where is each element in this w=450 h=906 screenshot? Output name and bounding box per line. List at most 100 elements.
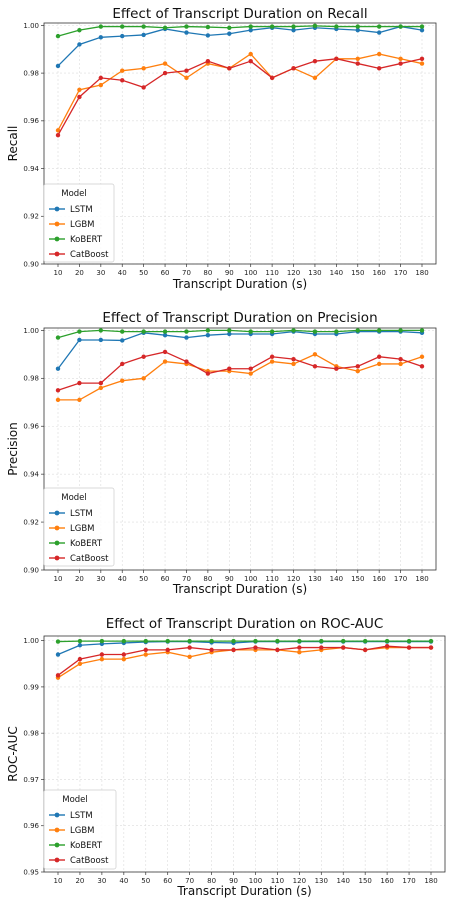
data-point: [165, 647, 170, 653]
legend-swatch-marker: [54, 206, 60, 212]
y-tick-label: 0.94: [23, 471, 39, 479]
data-point: [187, 645, 192, 650]
data-point: [248, 24, 253, 29]
data-point: [162, 349, 168, 355]
data-point: [55, 366, 61, 371]
legend-entry: LSTM: [70, 811, 93, 821]
data-point: [248, 366, 253, 371]
data-point: [227, 328, 232, 333]
data-point: [406, 645, 412, 650]
data-point: [419, 354, 425, 359]
legend: Model LSTM LGBM KoBERT CatBoost: [43, 183, 115, 263]
x-axis-label: Transcript Duration (s): [176, 884, 311, 898]
y-tick-label: 0.96: [23, 117, 39, 125]
y-tick-label: 1.00: [23, 637, 39, 645]
data-point: [291, 361, 296, 367]
data-point: [355, 56, 360, 61]
data-point: [253, 645, 258, 650]
data-point: [141, 354, 146, 359]
data-point: [184, 75, 189, 81]
data-point: [77, 94, 82, 100]
x-tick-label: 20: [75, 269, 84, 277]
legend-entry: LGBM: [70, 220, 95, 230]
data-point: [355, 61, 360, 66]
y-tick-label: 0.96: [23, 423, 39, 431]
data-point: [162, 329, 168, 334]
series-line: [57, 25, 422, 37]
x-tick-label: 40: [118, 575, 127, 583]
data-point: [165, 638, 170, 644]
series-line: [57, 645, 431, 676]
data-point: [141, 376, 146, 381]
data-point: [398, 61, 403, 66]
y-axis-label: Recall: [6, 126, 20, 162]
data-point: [362, 647, 368, 653]
x-tick-label: 90: [225, 575, 234, 583]
data-point: [205, 328, 211, 333]
data-point: [184, 359, 189, 364]
x-tick-label: 30: [97, 877, 106, 885]
x-tick-label: 180: [415, 575, 428, 583]
x-tick-label: 30: [96, 575, 105, 583]
roc-auc-chart: 10 20 30 40 50 60 70 80 90 100 110 120 130 140 150 160 1…: [6, 616, 446, 898]
data-point: [334, 24, 339, 29]
y-tick-label: 0.96: [23, 822, 39, 830]
data-point: [248, 58, 253, 64]
data-point: [99, 656, 105, 662]
x-tick-label: 70: [182, 575, 191, 583]
data-point: [355, 24, 360, 29]
x-tick-label: 120: [287, 575, 300, 583]
legend-swatch-marker: [54, 812, 60, 818]
data-point: [98, 24, 104, 29]
x-tick-label: 30: [96, 269, 105, 277]
chart-title: Effect of Transcript Duration on Precisi…: [102, 310, 377, 326]
x-tick-label: 70: [185, 877, 194, 885]
legend-entry: CatBoost: [70, 250, 109, 260]
data-point: [248, 51, 253, 57]
x-tick-label: 140: [330, 575, 343, 583]
data-point: [269, 329, 275, 334]
data-point: [398, 56, 403, 61]
data-point: [419, 61, 425, 66]
series-catboost: [55, 56, 425, 138]
data-point: [419, 56, 425, 61]
data-point: [376, 51, 382, 57]
data-point: [376, 30, 382, 35]
x-tick-label: 50: [139, 575, 148, 583]
data-point: [341, 645, 346, 650]
x-tick-label: 90: [229, 877, 238, 885]
legend-swatch-marker: [54, 510, 60, 516]
data-point: [98, 82, 104, 88]
data-point: [143, 647, 148, 653]
x-tick-label: 60: [161, 269, 170, 277]
legend-swatch-marker: [54, 842, 60, 848]
data-point: [419, 364, 425, 369]
series-line: [58, 353, 423, 401]
data-point: [77, 337, 82, 343]
legend-entry: KoBERT: [70, 539, 103, 549]
data-point: [184, 335, 189, 340]
data-point: [98, 328, 104, 333]
series-line: [57, 329, 422, 339]
y-tick-label: 0.94: [23, 165, 39, 173]
x-tick-label: 130: [315, 877, 328, 885]
x-tick-label: 180: [424, 877, 437, 885]
series-line: [57, 58, 423, 136]
series-catboost: [55, 643, 434, 678]
recall-chart: 10 20 30 40 50 60 70 80 90 100 110 120 130 140 150 160 1…: [6, 6, 437, 291]
y-tick-label: 1.00: [23, 327, 39, 335]
data-point: [120, 329, 125, 334]
legend-box: [43, 789, 117, 870]
data-point: [77, 656, 83, 662]
data-point: [209, 638, 214, 644]
data-point: [120, 378, 125, 383]
data-point: [77, 27, 82, 33]
data-point: [184, 329, 189, 334]
data-point: [419, 27, 425, 33]
data-point: [120, 68, 125, 73]
data-point: [227, 331, 232, 337]
data-point: [77, 329, 82, 334]
data-point: [355, 368, 360, 374]
data-point: [355, 364, 360, 369]
